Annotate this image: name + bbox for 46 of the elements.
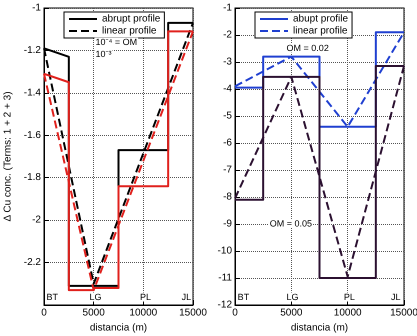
y-tick-label: -1.6 bbox=[24, 130, 42, 141]
legend-label: abrupt profile bbox=[102, 14, 161, 24]
annotation: LG bbox=[286, 292, 298, 302]
annotation: OM = 0.02 bbox=[286, 43, 328, 54]
annotation: OM = 0.05 bbox=[269, 218, 312, 228]
y-tick-label: -7 bbox=[222, 164, 232, 176]
annotation: JL bbox=[182, 292, 192, 302]
x-tick-label: 15000 bbox=[390, 308, 417, 318]
y-tick-label: -2 bbox=[222, 30, 232, 40]
y-tick-label: -3 bbox=[222, 56, 232, 68]
x-tick-label: 5000 bbox=[280, 308, 302, 318]
y-tick-label: -8 bbox=[222, 192, 232, 202]
legend-label: linear profile bbox=[102, 26, 157, 36]
annotation: JL bbox=[390, 292, 400, 302]
y-tick-label: -2.2 bbox=[24, 257, 42, 268]
annotation: 10⁻⁴ = OM bbox=[95, 37, 138, 48]
y-tick-label: -1 bbox=[32, 2, 42, 14]
x-tick-label: 5000 bbox=[82, 308, 106, 318]
annotation: PL bbox=[343, 292, 354, 302]
y-tick-label: -1 bbox=[222, 2, 232, 14]
y-axis-title: Δ Cu conc. (Terms: 1 + 2 + 3) bbox=[2, 91, 14, 222]
annotation: BT bbox=[46, 292, 58, 302]
y-tick-label: -10 bbox=[217, 246, 232, 256]
x-axis-title: distancia (m) bbox=[90, 322, 148, 334]
legend-label: abupt profile bbox=[292, 14, 348, 24]
y-tick-label: -12 bbox=[217, 300, 232, 310]
y-tick-label: -1.2 bbox=[24, 44, 42, 56]
annotation: PL bbox=[140, 292, 152, 302]
x-tick-label: 10000 bbox=[333, 308, 362, 318]
x-tick-label: 0 bbox=[41, 308, 48, 318]
y-tick-label: -9 bbox=[222, 218, 232, 230]
y-tick-label: -6 bbox=[222, 138, 232, 148]
x-tick-label: 10000 bbox=[129, 308, 158, 318]
x-tick-label: 15000 bbox=[179, 308, 208, 318]
y-tick-label: -4 bbox=[222, 84, 232, 94]
legend-label: linear profile bbox=[292, 26, 348, 36]
annotation: LG bbox=[90, 292, 102, 302]
y-tick-label: -11 bbox=[218, 272, 232, 284]
y-tick-label: -5 bbox=[222, 110, 232, 122]
y-tick-label: -1.8 bbox=[24, 172, 42, 184]
annotation: 10⁻³ bbox=[95, 49, 112, 60]
annotation: BT bbox=[237, 292, 250, 302]
y-tick-label: -1.4 bbox=[24, 87, 42, 98]
y-tick-label: -2 bbox=[32, 214, 42, 226]
x-tick-label: 0 bbox=[232, 308, 238, 318]
x-axis-title: distancia (m) bbox=[290, 322, 348, 334]
